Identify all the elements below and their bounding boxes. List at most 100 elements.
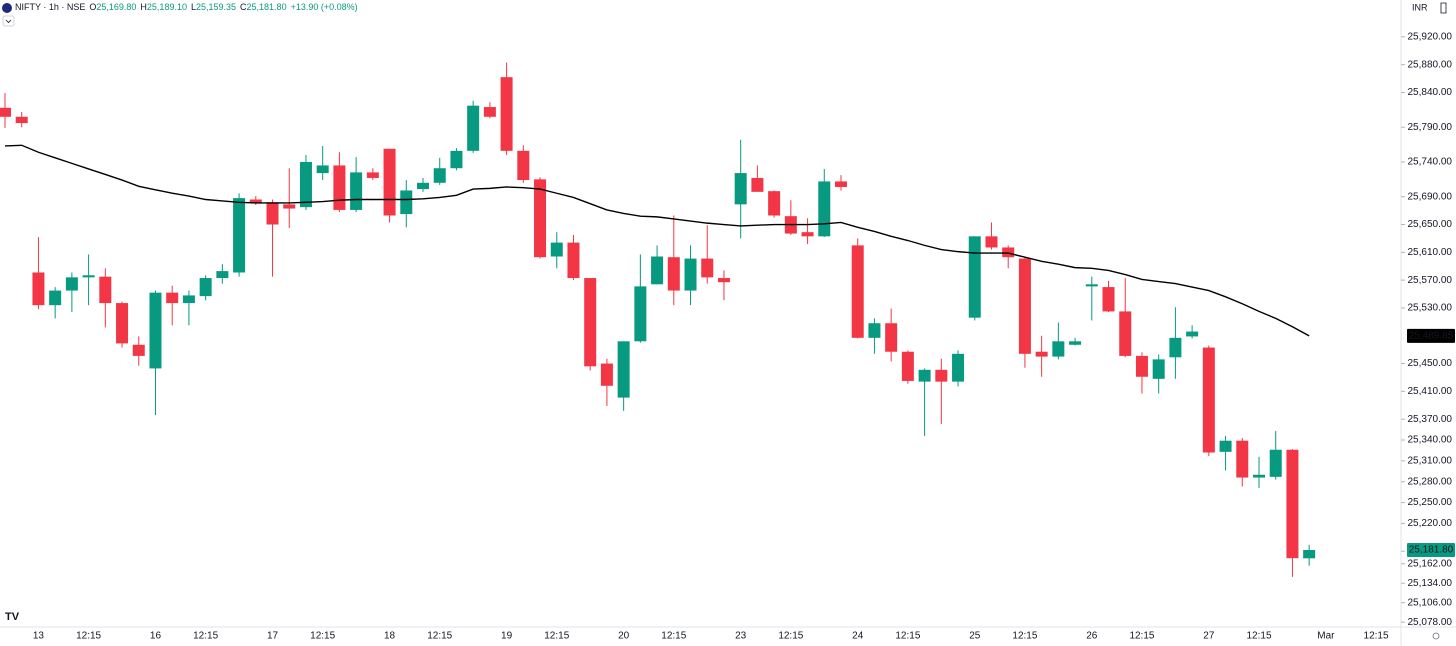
candle-body	[316, 165, 329, 174]
candle-body	[15, 116, 28, 124]
x-tick-label: 12:15	[427, 631, 452, 642]
candle-body	[584, 278, 597, 367]
candle-body	[350, 172, 363, 210]
candle-body	[818, 181, 831, 237]
candle-body	[132, 344, 145, 356]
candle-body	[1186, 331, 1199, 337]
candle-body	[684, 258, 697, 291]
candle-body	[851, 245, 864, 338]
candle-body	[985, 236, 998, 248]
candle-body	[835, 181, 847, 187]
x-tick-label: 16	[150, 631, 162, 642]
y-tick-label: 25,690.00	[1408, 191, 1453, 202]
candle-body	[968, 236, 981, 318]
x-tick-label: 25	[969, 631, 981, 642]
candle-body	[1152, 359, 1165, 379]
ohlc-value: 25,169.80	[96, 2, 136, 12]
candle-body	[233, 198, 246, 273]
candle-body	[667, 257, 680, 291]
candle-body	[550, 242, 563, 257]
candle-body	[901, 351, 914, 381]
x-tick-label: 12:15	[1364, 631, 1389, 642]
candle-body	[467, 105, 480, 151]
candle-body	[32, 272, 45, 306]
candle-body	[1035, 351, 1048, 357]
x-tick-label: 12:15	[895, 631, 920, 642]
candle-body	[383, 148, 396, 216]
symbol: NIFTY · 1h · NSE	[15, 2, 85, 12]
candle-body	[801, 232, 814, 237]
candle-body	[717, 278, 730, 283]
y-tick-label: 25,310.00	[1408, 456, 1453, 467]
y-tick-label: 25,162.00	[1408, 558, 1453, 569]
y-tick-label: 25,250.00	[1408, 497, 1453, 508]
candle-body	[0, 107, 11, 117]
x-tick-label: 24	[852, 631, 864, 642]
y-tick-label: 25,134.00	[1408, 578, 1453, 589]
candle-body	[1102, 287, 1115, 312]
candle-body	[768, 191, 781, 216]
x-tick-label: Mar	[1317, 631, 1335, 642]
candle-body	[333, 165, 346, 210]
candle-body	[82, 275, 95, 278]
candle-body	[1085, 284, 1098, 287]
currency: INR	[1412, 2, 1428, 12]
y-tick-label: 25,370.00	[1408, 414, 1453, 425]
x-tick-label: 12:15	[1012, 631, 1037, 642]
candle-body	[149, 292, 162, 369]
settings-icon[interactable]	[1432, 632, 1440, 640]
x-tick-label: 13	[33, 631, 45, 642]
ohlc-label: O	[89, 2, 96, 12]
candle-body	[1169, 337, 1182, 358]
ma-price-tag: 25,489.85	[1409, 330, 1454, 341]
candle-body	[1286, 449, 1299, 559]
candle-body	[199, 278, 212, 297]
candle-body	[1202, 347, 1215, 453]
candle-body	[417, 182, 429, 190]
x-tick-label: 12:15	[1246, 631, 1271, 642]
last-price-tag: 25,181.80	[1409, 545, 1454, 556]
candle-body	[216, 271, 229, 279]
candle-body	[65, 277, 78, 291]
collapse-button[interactable]	[2, 15, 15, 27]
x-tick-label: 23	[735, 631, 747, 642]
currency-menu-icon[interactable]	[1440, 2, 1447, 14]
ohlc-value: 25,189.10	[147, 2, 187, 12]
candle-body	[166, 292, 179, 304]
candle-body	[567, 242, 580, 279]
x-tick-label: 20	[618, 631, 630, 642]
last-price-tag-bg	[1407, 542, 1455, 557]
candle-body	[751, 177, 764, 192]
candle-body	[918, 369, 931, 382]
candle-body	[299, 161, 312, 208]
candle-body	[1069, 341, 1082, 345]
ma-price-tag-bg	[1407, 328, 1455, 343]
ohlc-label: L	[191, 2, 196, 12]
ohlc-value: 25,181.80	[247, 2, 287, 12]
candle-body	[283, 204, 296, 209]
ohlc-value: 25,159.35	[196, 2, 236, 12]
y-tick-label: 25,610.00	[1408, 247, 1453, 258]
candle-body	[1253, 474, 1265, 478]
x-tick-label: 18	[384, 631, 396, 642]
candle-body	[1135, 355, 1148, 377]
x-tick-label: 12:15	[76, 631, 101, 642]
change: +13.90 (+0.08%)	[291, 2, 358, 12]
symbol-icon	[2, 3, 12, 13]
candle-body	[182, 295, 195, 304]
candle-body	[701, 258, 714, 278]
x-tick-label: 17	[267, 631, 279, 642]
candle-body	[1052, 341, 1065, 357]
y-tick-label: 25,840.00	[1408, 87, 1453, 98]
candle-body	[433, 168, 446, 183]
x-tick-label: 12:15	[544, 631, 569, 642]
y-tick-label: 25,650.00	[1408, 219, 1453, 230]
x-tick-label: 12:15	[1129, 631, 1154, 642]
candle-body	[266, 202, 279, 225]
candle-body	[600, 363, 613, 386]
candle-body	[1269, 449, 1282, 477]
ohlc-label: H	[140, 2, 147, 12]
y-tick-label: 25,530.00	[1408, 303, 1453, 314]
candle-body	[734, 173, 747, 205]
